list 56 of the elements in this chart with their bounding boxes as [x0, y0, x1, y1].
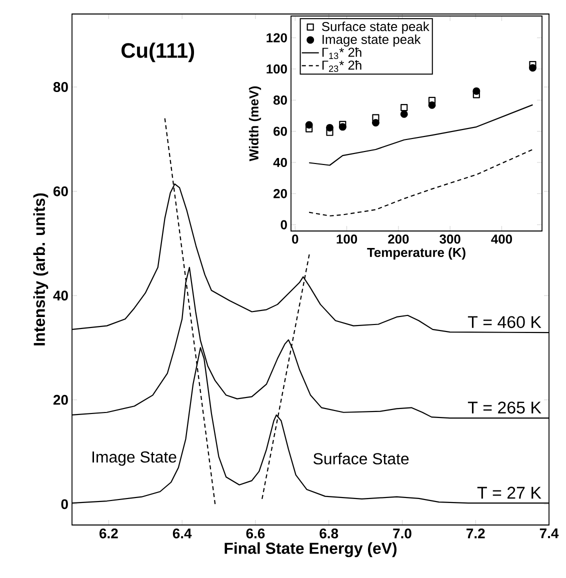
- x-tick-label: 100: [336, 234, 358, 244]
- y-tick-label: 0: [61, 499, 68, 510]
- x-tick-label: 0: [292, 234, 298, 244]
- y-tick-label: 120: [266, 33, 287, 42]
- x-tick-label: 300: [440, 234, 460, 244]
- y-tick-label: 80: [273, 96, 287, 105]
- point: [400, 104, 408, 112]
- text: Cu(111): [122, 42, 194, 62]
- point: [529, 61, 536, 68]
- point: [372, 114, 380, 122]
- point: [472, 91, 480, 98]
- x-tick-label: 6.6: [246, 528, 265, 538]
- y-tick-label: 0: [280, 220, 287, 230]
- y-tick-label: 60: [274, 126, 287, 136]
- y-tick-label: 20: [274, 189, 287, 198]
- x-tick-label: 7.2: [466, 528, 485, 538]
- y-tick-label: 20: [53, 394, 68, 405]
- x-tick-label: 400: [491, 234, 512, 244]
- point: [306, 125, 313, 132]
- x-axis-title: Temperature (K): [367, 248, 466, 260]
- y-tick-label: 100: [266, 64, 287, 74]
- point: [338, 123, 346, 131]
- point: [305, 121, 313, 129]
- legend-label: Γ$_{23}$* 2ħ: [322, 60, 362, 72]
- annotation: Surface State: [313, 452, 409, 464]
- y-axis-title: Intensity (arb. units): [33, 193, 48, 346]
- series-label: T = 265 K: [468, 402, 542, 414]
- x-tick-label: 6.2: [100, 528, 118, 538]
- point: [428, 96, 436, 104]
- x-tick-label: 7.4: [540, 528, 559, 538]
- point: [400, 110, 408, 118]
- y-tick-label: 80: [53, 82, 68, 92]
- line-series: [308, 148, 534, 216]
- y-axis-title: Width (meV): [248, 86, 262, 162]
- legend-label: Image state peak: [322, 34, 421, 47]
- point: [339, 120, 346, 128]
- series-label: T = 460 K: [468, 316, 542, 328]
- x-tick-label: 200: [388, 234, 409, 244]
- point: [428, 101, 436, 109]
- point: [372, 118, 380, 126]
- x-tick-label: 6.4: [172, 528, 192, 538]
- legend-label: Γ$_{13}$* 2ħ: [322, 47, 362, 60]
- series-label: T = 27 K: [477, 486, 542, 499]
- y-tick-label: 60: [53, 186, 68, 196]
- annotation: Image State: [92, 451, 176, 466]
- x-tick-label: 6.8: [320, 528, 338, 538]
- point: [528, 64, 536, 72]
- y-tick-label: 40: [273, 158, 287, 168]
- point: [326, 124, 334, 132]
- y-tick-label: 40: [53, 290, 68, 301]
- x-axis-title: Final State Energy (eV): [224, 542, 397, 558]
- line-series: [308, 104, 534, 166]
- point: [472, 87, 480, 95]
- legend-label: Surface state peak: [322, 22, 430, 34]
- point: [326, 128, 334, 136]
- x-tick-label: 7.0: [393, 528, 412, 538]
